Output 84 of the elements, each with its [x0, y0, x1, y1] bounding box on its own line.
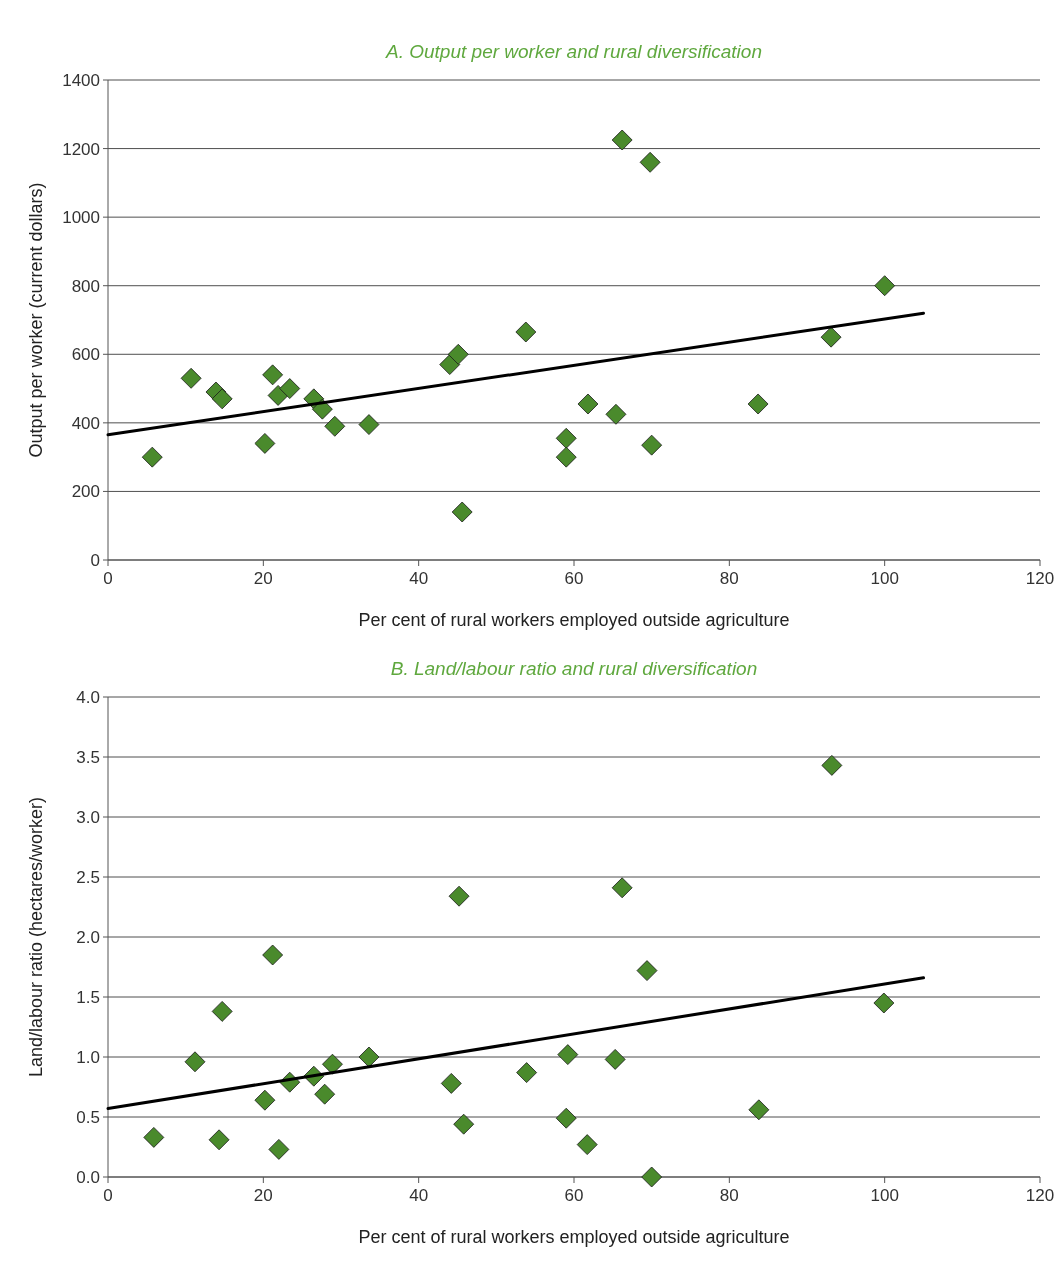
- point: [873, 992, 895, 1014]
- point: [747, 393, 769, 415]
- x-tick-label: 120: [1025, 1186, 1055, 1205]
- y-tick-label: 200: [71, 482, 100, 502]
- point: [324, 415, 346, 437]
- point: [605, 403, 627, 425]
- point: [262, 364, 284, 386]
- point: [557, 1044, 579, 1065]
- chart-title: A. Output per worker and rural diversification: [385, 41, 762, 62]
- y-tick-label: 1000: [62, 208, 100, 228]
- point: [268, 1139, 290, 1160]
- y-tick-label: 0.5: [76, 1108, 100, 1127]
- y-tick-label: 600: [71, 345, 100, 365]
- point: [211, 388, 233, 410]
- point: [254, 1089, 276, 1111]
- x-tick-label: 80: [719, 1186, 739, 1205]
- point: [576, 1134, 598, 1155]
- y-tick-label: 1200: [62, 139, 100, 159]
- point: [555, 1107, 577, 1129]
- point: [262, 944, 284, 966]
- point: [641, 1166, 663, 1188]
- y-tick-label: 2.5: [76, 868, 100, 887]
- x-tick-label: 100: [870, 1186, 899, 1205]
- x-tick-label: 20: [253, 569, 273, 588]
- y-tick-label: 1.0: [76, 1048, 100, 1067]
- point: [358, 414, 380, 435]
- x-tick-label: 120: [1025, 569, 1055, 588]
- y-axis-title: Output per worker (current dollars): [26, 182, 46, 458]
- x-tick-label: 0: [103, 1186, 113, 1205]
- point: [254, 433, 276, 454]
- x-tick-label: 40: [409, 1186, 429, 1205]
- point: [208, 1129, 230, 1151]
- point: [555, 427, 577, 449]
- y-tick-label: 1.5: [76, 988, 100, 1007]
- point: [447, 343, 469, 365]
- point: [821, 755, 843, 776]
- point: [515, 321, 537, 343]
- x-tick-label: 60: [564, 1186, 584, 1205]
- y-tick-label: 3.5: [76, 748, 100, 767]
- y-tick-label: 0.0: [76, 1168, 100, 1187]
- y-tick-label: 4.0: [76, 688, 100, 707]
- point: [611, 877, 633, 899]
- point: [314, 1083, 336, 1105]
- point: [141, 446, 163, 468]
- point: [555, 446, 577, 468]
- point: [448, 885, 470, 907]
- point: [279, 378, 301, 399]
- x-tick-label: 100: [870, 569, 899, 588]
- x-tick-label: 60: [564, 569, 584, 588]
- point: [820, 326, 842, 348]
- point: [641, 434, 663, 456]
- point: [211, 1001, 233, 1022]
- point: [143, 1127, 165, 1148]
- y-tick-label: 0: [90, 551, 100, 570]
- point: [322, 1053, 343, 1075]
- x-axis-title: Per cent of rural workers employed outside agriculture: [358, 1227, 790, 1247]
- point: [874, 275, 896, 297]
- point: [267, 385, 289, 406]
- point: [451, 501, 473, 523]
- y-tick-label: 400: [71, 413, 100, 433]
- point: [453, 1113, 475, 1135]
- x-tick-label: 0: [103, 569, 113, 588]
- point: [439, 354, 461, 375]
- point: [358, 1046, 380, 1068]
- point: [180, 367, 202, 389]
- point: [636, 960, 658, 981]
- y-axis-title: Land/labour ratio (hectares/worker): [26, 796, 46, 1078]
- point: [748, 1099, 770, 1121]
- chart-title: B. Land/labour ratio and rural diversification: [390, 658, 758, 679]
- x-axis-title: Per cent of rural workers employed outside agriculture: [358, 610, 790, 630]
- point: [577, 393, 599, 415]
- y-tick-label: 2.0: [76, 928, 100, 947]
- x-tick-label: 40: [409, 569, 429, 588]
- point: [516, 1062, 538, 1083]
- point: [604, 1049, 626, 1070]
- point: [184, 1051, 206, 1073]
- y-tick-label: 800: [71, 276, 100, 296]
- y-tick-label: 3.0: [76, 808, 100, 827]
- x-tick-label: 20: [253, 1186, 273, 1205]
- point: [639, 151, 661, 173]
- y-tick-label: 1400: [62, 71, 100, 90]
- x-tick-label: 80: [719, 569, 739, 588]
- point: [611, 129, 633, 151]
- point: [440, 1073, 462, 1094]
